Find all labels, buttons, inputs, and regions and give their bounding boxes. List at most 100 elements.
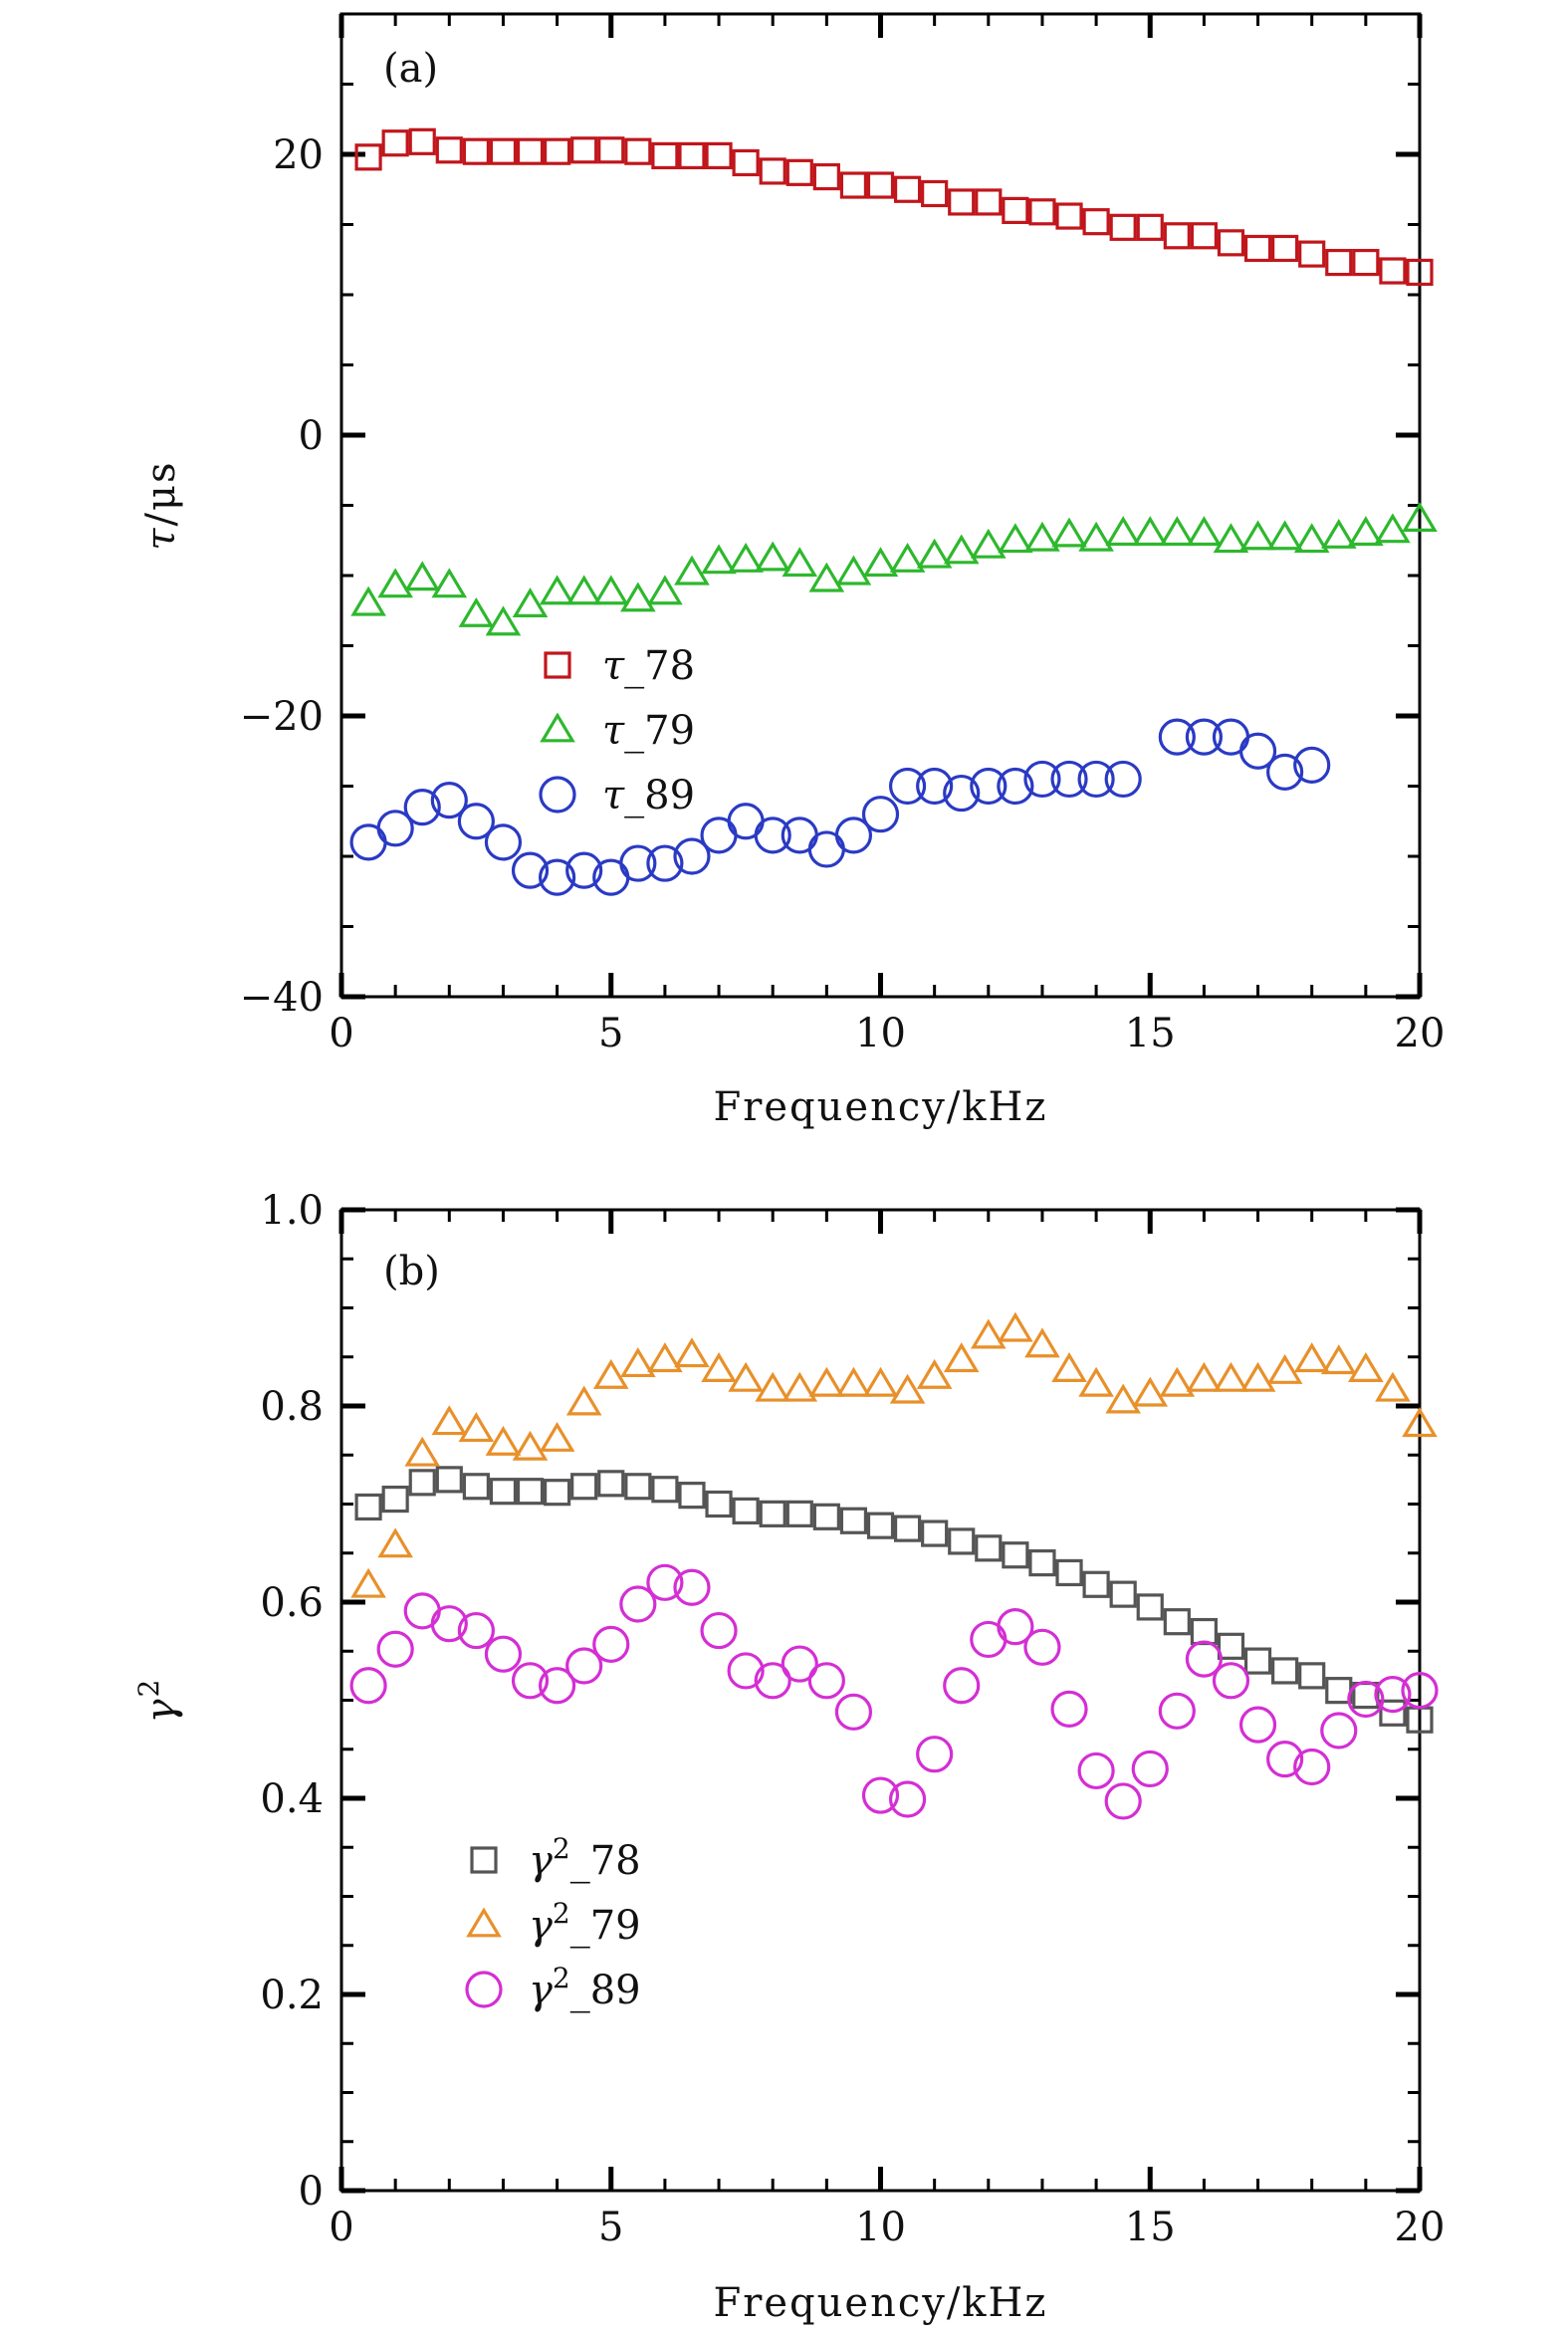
data-point — [1190, 1617, 1219, 1646]
data-point — [998, 1311, 1033, 1342]
y-tick-label: 0.8 — [260, 1384, 324, 1430]
data-point — [678, 1482, 706, 1510]
data-point — [975, 188, 1003, 216]
data-point — [620, 1347, 656, 1378]
data-point — [1136, 1593, 1164, 1621]
data-point — [834, 1693, 873, 1731]
data-point — [1374, 1675, 1412, 1714]
data-point — [565, 851, 603, 889]
data-point — [1379, 257, 1407, 285]
data-point — [1243, 1647, 1272, 1675]
data-point — [624, 137, 652, 165]
data-point — [732, 1497, 760, 1524]
data-point — [1105, 516, 1141, 547]
data-point — [1136, 213, 1164, 241]
data-point — [404, 1436, 441, 1467]
data-point — [381, 129, 409, 157]
data-point — [408, 127, 436, 155]
data-point — [1320, 1712, 1358, 1750]
data-point — [943, 774, 981, 813]
data-point — [543, 137, 571, 165]
x-axis-title: Frequency/kHz — [713, 2280, 1047, 2326]
data-point — [647, 1342, 683, 1373]
data-point — [435, 136, 463, 164]
data-point — [1402, 502, 1438, 533]
data-point — [1132, 1376, 1169, 1407]
data-point — [754, 1662, 791, 1700]
data-point — [1298, 240, 1326, 268]
data-point — [808, 562, 845, 592]
data-point — [1217, 1632, 1245, 1660]
data-point — [916, 1736, 954, 1773]
data-point — [807, 830, 845, 868]
data-point — [431, 1405, 468, 1436]
data-point — [431, 568, 468, 598]
data-point — [538, 1667, 576, 1705]
data-point — [1078, 1366, 1114, 1397]
data-point — [349, 823, 387, 861]
data-point — [862, 547, 899, 578]
data-point — [489, 1478, 518, 1506]
data-point — [943, 1667, 981, 1705]
data-point — [1050, 760, 1088, 799]
data-point — [512, 587, 549, 618]
series--78 — [354, 127, 1434, 287]
legend-label: γ2_79 — [529, 1897, 641, 1950]
legend-marker — [466, 1907, 502, 1938]
data-point — [592, 575, 629, 605]
data-point — [1320, 1344, 1357, 1375]
data-point — [1050, 1690, 1088, 1728]
data-point — [1082, 1570, 1110, 1598]
data-point — [921, 1519, 949, 1547]
y-tick-label: 0.4 — [260, 1776, 324, 1822]
legend-marker — [470, 1846, 498, 1874]
legend-label: γ2_89 — [529, 1962, 641, 2014]
data-point — [781, 817, 818, 854]
data-point — [539, 1421, 575, 1452]
data-point — [646, 1563, 684, 1601]
data-point — [948, 1527, 976, 1555]
data-point — [435, 1466, 463, 1494]
data-point — [759, 157, 786, 185]
data-point — [943, 534, 980, 565]
data-point — [781, 1645, 818, 1683]
data-point — [462, 1473, 490, 1501]
data-point — [1055, 202, 1083, 230]
data-point — [403, 1592, 441, 1630]
y-tick-label: 20 — [273, 132, 324, 178]
data-point — [1190, 222, 1219, 250]
data-point — [457, 1611, 495, 1650]
data-point — [1320, 518, 1357, 549]
data-point — [377, 568, 413, 598]
data-point — [889, 1373, 926, 1404]
data-point — [1298, 1662, 1326, 1690]
data-point — [861, 1776, 900, 1814]
y-axis-title: γ2 — [132, 1678, 185, 1724]
data-point — [727, 803, 765, 840]
data-point — [1051, 1352, 1087, 1382]
data-point — [651, 141, 679, 170]
data-point — [1051, 517, 1087, 548]
data-point — [1109, 1580, 1137, 1608]
data-point — [408, 1469, 436, 1497]
data-point — [592, 1358, 629, 1389]
data-point — [812, 1503, 840, 1530]
data-point — [350, 1567, 386, 1598]
data-point — [543, 1479, 571, 1507]
data-point — [1104, 1782, 1142, 1820]
data-point — [484, 1635, 523, 1673]
data-point — [1266, 753, 1304, 792]
data-point — [511, 1662, 550, 1700]
data-point — [785, 1500, 813, 1527]
series--79 — [350, 502, 1438, 636]
y-tick-label: 0 — [299, 2169, 324, 2215]
data-point — [457, 803, 495, 840]
data-point — [1238, 732, 1277, 770]
data-point — [916, 1358, 953, 1389]
data-point — [888, 1780, 927, 1818]
legend-marker — [540, 712, 575, 743]
data-point — [538, 858, 576, 896]
data-point — [597, 1470, 625, 1498]
data-point — [1352, 248, 1380, 277]
